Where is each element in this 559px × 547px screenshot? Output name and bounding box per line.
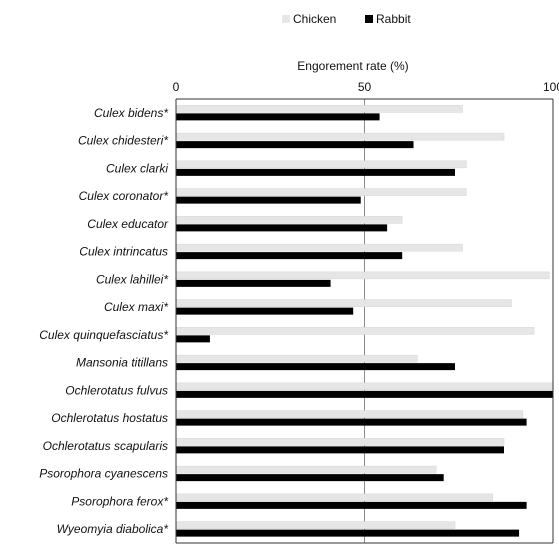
- bar-rabbit-13: [176, 474, 444, 482]
- x-tick-label-2: 100: [543, 80, 559, 94]
- x-tick-label-1: 50: [358, 80, 372, 94]
- bar-chicken-13: [175, 465, 437, 474]
- bar-rabbit-4: [176, 224, 388, 232]
- bar-rabbit-15: [176, 529, 520, 537]
- legend-swatch-rabbit: [365, 15, 373, 23]
- bar-rabbit-11: [176, 418, 527, 426]
- legend-label-chicken: Chicken: [293, 12, 336, 26]
- legend-label-rabbit: Rabbit: [376, 12, 411, 26]
- bar-chicken-6: [175, 271, 550, 280]
- category-label-3: Culex coronator*: [79, 189, 169, 203]
- bar-chicken-3: [175, 188, 467, 196]
- category-label-5: Culex intrincatus: [79, 245, 168, 259]
- plot-frame: [175, 98, 554, 544]
- bar-chicken-1: [175, 132, 505, 141]
- x-axis-title: Engorement rate (%): [297, 59, 408, 73]
- bar-rabbit-6: [176, 279, 331, 287]
- category-label-13: Psorophora cyanescens: [39, 467, 168, 481]
- bar-chicken-10: [175, 382, 554, 391]
- category-label-11: Ochlerotatus hostatus: [51, 411, 168, 425]
- category-labels: Culex bidens* Culex chidesteri* Culex clar…: [39, 106, 169, 536]
- category-label-10: Ochlerotatus fulvus: [65, 383, 168, 397]
- bars: [175, 105, 554, 537]
- bar-rabbit-14: [176, 501, 527, 509]
- legend-swatch-chicken: [282, 15, 290, 23]
- x-axis-ticks: 0 50 100: [173, 80, 559, 94]
- category-label-9: Mansonia titillans: [76, 356, 168, 370]
- category-label-6: Culex lahillei*: [96, 272, 168, 286]
- bar-rabbit-2: [176, 168, 455, 176]
- bar-chicken-4: [175, 216, 403, 224]
- category-label-0: Culex bidens*: [94, 106, 168, 120]
- bar-rabbit-5: [176, 252, 403, 260]
- category-label-12: Ochlerotatus scapularis: [43, 439, 168, 453]
- bar-chicken-7: [175, 299, 512, 307]
- bar-chicken-14: [175, 493, 493, 502]
- category-label-2: Culex clarki: [106, 161, 168, 175]
- bar-rabbit-3: [176, 196, 361, 204]
- bar-chicken-0: [175, 105, 463, 113]
- legend: Chicken Rabbit: [282, 12, 411, 26]
- bar-chicken-11: [175, 410, 524, 418]
- bar-rabbit-12: [176, 446, 504, 454]
- bar-rabbit-0: [176, 113, 380, 121]
- bar-chicken-2: [175, 160, 467, 169]
- category-label-8: Culex quinquefasciatus*: [39, 328, 168, 342]
- bar-chicken-5: [175, 243, 463, 252]
- bar-rabbit-9: [176, 363, 455, 371]
- category-label-14: Psorophora ferox*: [71, 494, 168, 508]
- bar-chicken-12: [175, 438, 505, 446]
- bar-chicken-15: [175, 521, 456, 529]
- bar-rabbit-8: [176, 335, 210, 343]
- category-label-7: Culex maxi*: [104, 300, 168, 314]
- x-tick-label-0: 0: [173, 80, 180, 94]
- bar-rabbit-10: [176, 390, 553, 398]
- bar-rabbit-7: [176, 307, 354, 315]
- category-label-1: Culex chidesteri*: [78, 134, 168, 148]
- category-label-15: Wyeomyia diabolica*: [57, 522, 169, 536]
- bar-chicken-9: [175, 354, 418, 363]
- bar-chicken-8: [175, 327, 535, 335]
- category-label-4: Culex educator: [87, 217, 169, 231]
- bar-rabbit-1: [176, 141, 414, 149]
